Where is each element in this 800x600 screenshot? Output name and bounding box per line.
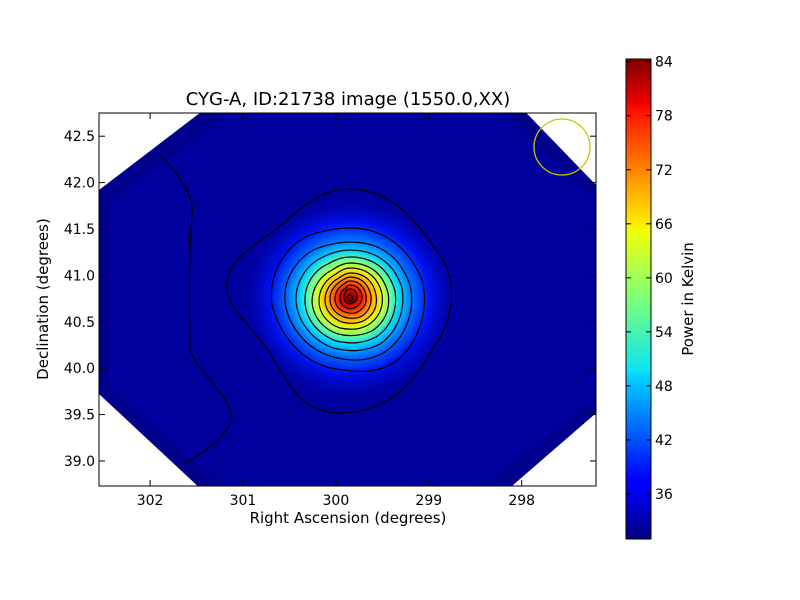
contour-level-8 [324, 272, 378, 324]
contour-level-9 [329, 276, 372, 319]
y-axis-ticks: 39.0 39.5 40.0 40.5 41.0 41.5 42.0 42.5 [64, 129, 596, 470]
contour-level-10 [334, 280, 367, 314]
plot-frame [98, 112, 597, 487]
colorbar-tick-label: 78 [655, 109, 673, 125]
contour-level-7 [318, 267, 383, 330]
y-axis-label: Declination (degrees) [34, 218, 52, 380]
x-tick-label: 300 [323, 493, 350, 509]
colorbar-tick-label: 48 [655, 379, 673, 395]
x-axis-ticks: 302 301 300 299 298 [137, 113, 535, 509]
colorbar-tick-label: 60 [655, 271, 673, 287]
contour-level-12 [343, 288, 358, 305]
y-tick-label: 41.0 [64, 268, 95, 284]
colorbar: 36 42 48 54 60 66 72 78 84 Power in Kelvin [625, 55, 697, 540]
contour-lines [159, 154, 453, 464]
colorbar-tick-label: 84 [655, 55, 673, 71]
beam-marker [533, 118, 591, 176]
colorbar-tick-label: 36 [655, 487, 673, 503]
y-tick-label: 39.5 [64, 408, 95, 424]
x-tick-label: 299 [415, 493, 442, 509]
colorbar-label: Power in Kelvin [679, 242, 697, 356]
x-tick-label: 302 [137, 493, 164, 509]
colorbar-tick-label: 54 [655, 325, 673, 341]
contour-level-11 [339, 284, 363, 310]
y-tick-label: 42.5 [64, 129, 95, 145]
colorbar-tick-label: 42 [655, 433, 673, 449]
chart-title: CYG-A, ID:21738 image (1550.0,XX) [186, 89, 510, 110]
x-tick-label: 301 [230, 493, 257, 509]
y-tick-label: 41.5 [64, 222, 95, 238]
y-tick-label: 40.5 [64, 315, 95, 331]
plot-area: 302 301 300 299 298 39.0 39.5 40.0 40.5 41.0 41.5… [64, 112, 597, 509]
y-tick-label: 39.0 [64, 454, 95, 470]
contour-level-3 [284, 241, 413, 361]
colorbar-gradient [625, 58, 652, 540]
colorbar-tick-label: 72 [655, 163, 673, 179]
contour-west [159, 154, 233, 464]
contour-level-6 [311, 262, 390, 337]
contour-level-5 [304, 256, 397, 344]
y-tick-label: 42.0 [64, 176, 95, 192]
colorbar-ticks: 36 42 48 54 60 66 72 78 84 [626, 55, 673, 503]
y-tick-label: 40.0 [64, 361, 95, 377]
x-tick-label: 298 [508, 493, 535, 509]
source-emission [235, 190, 465, 406]
x-axis-label: Right Ascension (degrees) [250, 509, 447, 527]
contour-peak [346, 294, 354, 302]
colorbar-tick-label: 66 [655, 217, 673, 233]
contour-outer [226, 188, 453, 414]
contour-level-2 [270, 227, 426, 373]
contour-level-4 [295, 249, 404, 352]
